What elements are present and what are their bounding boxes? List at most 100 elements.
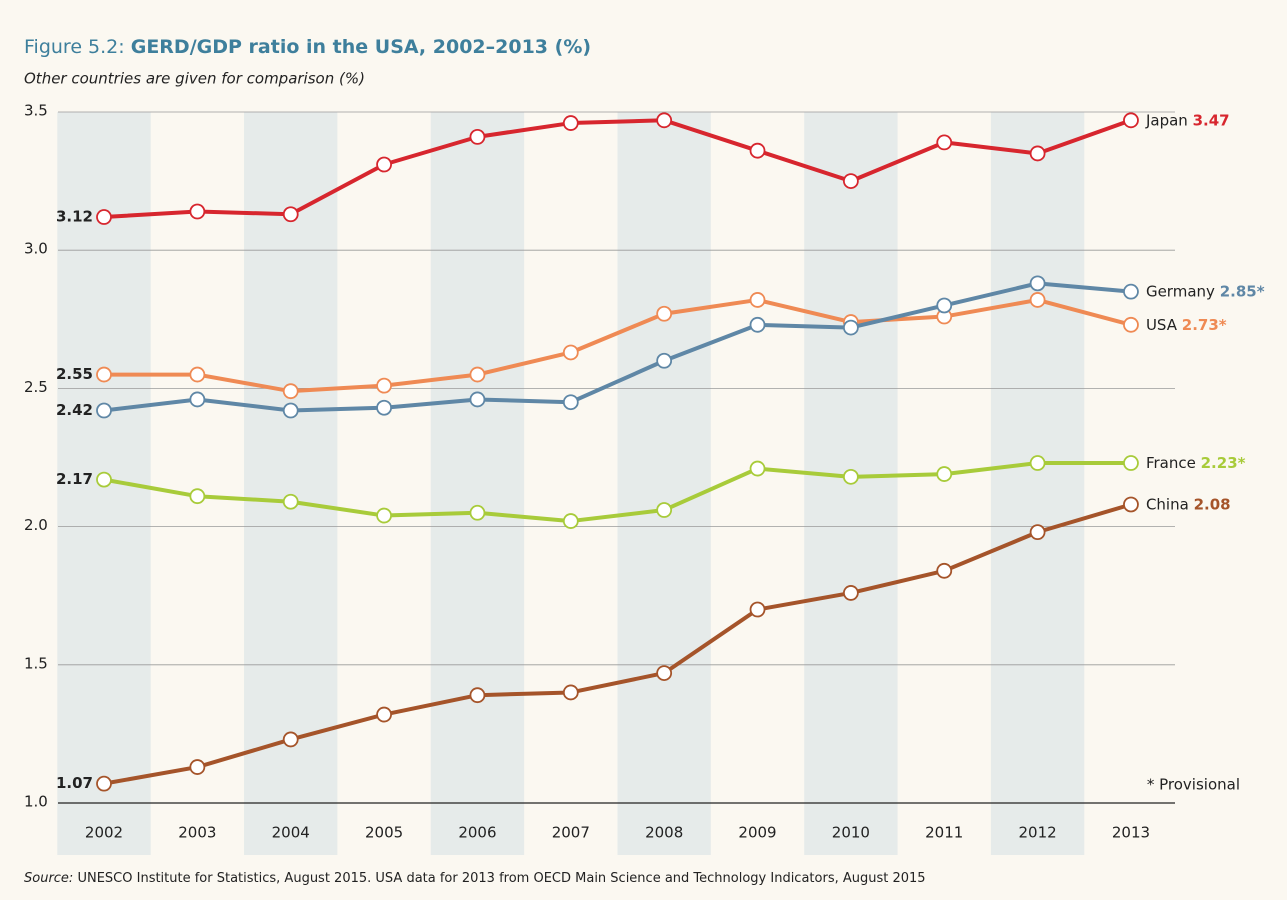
point bbox=[562, 344, 579, 361]
point bbox=[1123, 496, 1139, 513]
series-line bbox=[103, 461, 1131, 524]
value-label: 2.85* bbox=[1220, 282, 1265, 300]
source-text: UNESCO Institute for Statistics, August … bbox=[77, 871, 925, 886]
point bbox=[562, 394, 579, 411]
point bbox=[656, 305, 673, 322]
x-tick-label: 2010 bbox=[832, 824, 870, 842]
x-tick-label: 2009 bbox=[738, 824, 776, 842]
point bbox=[96, 402, 112, 419]
point bbox=[842, 585, 859, 601]
point bbox=[936, 466, 953, 482]
point bbox=[1123, 283, 1139, 300]
end-label: France 2.23* bbox=[1146, 454, 1246, 472]
point bbox=[282, 402, 299, 419]
point bbox=[376, 156, 392, 173]
note: * Provisional bbox=[1147, 776, 1240, 794]
band bbox=[990, 112, 1085, 855]
y-tick-label: 2.5 bbox=[24, 378, 48, 396]
point bbox=[96, 471, 112, 488]
point bbox=[469, 128, 486, 145]
point bbox=[1029, 524, 1046, 541]
point bbox=[1123, 316, 1139, 333]
x-tick-label: 2002 bbox=[85, 824, 123, 842]
point bbox=[189, 759, 206, 775]
end-label: Germany 2.85* bbox=[1146, 282, 1265, 300]
series-name: France bbox=[1146, 454, 1196, 472]
end-label: USA 2.73* bbox=[1146, 315, 1227, 333]
point bbox=[842, 173, 859, 190]
point bbox=[282, 383, 299, 400]
point bbox=[936, 297, 953, 314]
x-tick-label: 2012 bbox=[1019, 824, 1057, 842]
value-label: 2.23* bbox=[1201, 454, 1246, 472]
subtitle: Other countries are given for comparison… bbox=[24, 70, 365, 88]
value-label: 3.47 bbox=[1193, 111, 1230, 129]
point bbox=[282, 493, 299, 510]
point bbox=[1123, 455, 1139, 471]
value-label: 2.17 bbox=[56, 470, 93, 488]
value-label: 2.73* bbox=[1182, 315, 1227, 333]
point bbox=[749, 460, 766, 477]
point bbox=[749, 292, 766, 308]
point bbox=[469, 687, 486, 704]
point bbox=[376, 706, 392, 723]
point bbox=[749, 316, 766, 333]
point bbox=[842, 319, 859, 336]
chart-title: Figure 5.2: GERD/GDP ratio in the USA, 2… bbox=[24, 36, 591, 58]
y-tick-label: 1.5 bbox=[24, 654, 48, 672]
point bbox=[842, 468, 859, 485]
point bbox=[189, 203, 206, 220]
point bbox=[96, 366, 112, 383]
point bbox=[469, 504, 486, 521]
point bbox=[282, 731, 299, 748]
value-label: 3.12 bbox=[56, 208, 93, 226]
point bbox=[1029, 145, 1046, 162]
point bbox=[749, 601, 766, 618]
point bbox=[749, 142, 766, 159]
x-tick-label: 2006 bbox=[458, 824, 496, 842]
series-name: Germany bbox=[1146, 282, 1215, 300]
point bbox=[376, 377, 392, 394]
series-line bbox=[103, 502, 1132, 786]
series-name: USA bbox=[1146, 315, 1178, 333]
point bbox=[656, 352, 673, 369]
value-label: 2.42 bbox=[56, 401, 93, 419]
point bbox=[282, 206, 299, 223]
y-tick-label: 1.0 bbox=[24, 793, 48, 811]
series-name: Japan bbox=[1145, 111, 1188, 129]
point bbox=[96, 775, 112, 792]
y-tick-label: 2.0 bbox=[24, 516, 48, 534]
point bbox=[1029, 455, 1046, 471]
title: GERD/GDP ratio in the USA, 2002–2013 (%) bbox=[131, 36, 591, 58]
value-label: 2.55 bbox=[56, 365, 93, 383]
point bbox=[656, 502, 673, 518]
series-line bbox=[104, 297, 1132, 394]
point bbox=[656, 112, 673, 129]
series-line bbox=[103, 281, 1132, 413]
point bbox=[376, 399, 392, 416]
y-tick-label: 3.0 bbox=[24, 240, 48, 258]
band bbox=[430, 112, 525, 855]
point bbox=[562, 684, 579, 701]
point bbox=[189, 488, 206, 505]
point bbox=[189, 391, 206, 408]
x-tick-label: 2007 bbox=[552, 824, 590, 842]
end-label: Japan 3.47 bbox=[1145, 111, 1230, 129]
x-tick-label: 2003 bbox=[178, 824, 216, 842]
source-label: Source: bbox=[24, 871, 73, 886]
value-label: 2.08 bbox=[1194, 495, 1231, 513]
x-tick-label: 2011 bbox=[925, 824, 963, 842]
point bbox=[1029, 275, 1046, 292]
band bbox=[617, 112, 711, 855]
point bbox=[469, 391, 486, 408]
point bbox=[469, 366, 486, 383]
value-label: 1.07 bbox=[56, 774, 93, 792]
figure-label: Figure 5.2: bbox=[24, 36, 125, 58]
point bbox=[936, 562, 953, 579]
end-label: China 2.08 bbox=[1146, 495, 1231, 513]
point bbox=[189, 366, 206, 383]
series-line bbox=[103, 118, 1132, 220]
point bbox=[1029, 292, 1046, 308]
series-name: China bbox=[1146, 495, 1189, 513]
